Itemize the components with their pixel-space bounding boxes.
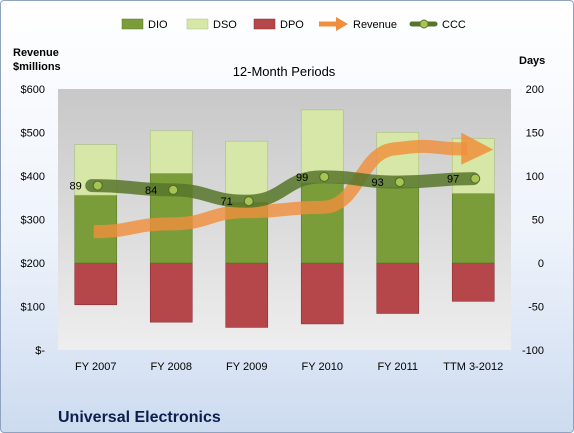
dpo-bar <box>149 262 193 323</box>
legend-swatch-dio <box>121 18 144 30</box>
dio-bar <box>300 182 344 264</box>
legend: DIO DSO DPO Revenue CCC <box>121 17 466 31</box>
x-tick-label: FY 2007 <box>75 361 116 373</box>
right-tick-label: -100 <box>522 345 544 357</box>
ccc-point <box>92 180 103 191</box>
dio-bar <box>376 187 420 264</box>
ccc-point <box>319 171 330 182</box>
legend-label-dio: DIO <box>148 19 168 31</box>
dio-bar <box>451 193 495 264</box>
ccc-data-label: 97 <box>447 174 459 186</box>
chart-subtitle: 12-Month Periods <box>233 64 336 79</box>
dso-bar <box>225 140 269 203</box>
left-tick-label: $- <box>35 345 45 357</box>
ccc-data-label: 89 <box>70 181 82 193</box>
right-axis-title: Days <box>519 55 545 67</box>
left-tick-label: $100 <box>21 302 45 314</box>
ccc-data-label: 84 <box>145 185 157 197</box>
left-tick-label: $500 <box>21 128 45 140</box>
ccc-point <box>168 184 179 195</box>
legend-swatch-dpo <box>253 18 276 30</box>
legend-label-ccc: CCC <box>442 19 466 31</box>
legend-swatch-dso <box>186 18 209 30</box>
dpo-bar <box>300 262 344 325</box>
right-tick-label: 50 <box>532 215 544 227</box>
revenue-line <box>93 139 468 239</box>
right-ticks-group: -100 -50 0 50 100 150 200 <box>522 84 544 357</box>
ccc-point <box>470 173 481 184</box>
data-labels-group: 89 84 71 99 93 97 <box>70 172 460 208</box>
left-tick-label: $300 <box>21 215 45 227</box>
left-axis-title-line1: Revenue <box>13 47 59 59</box>
left-tick-label: $600 <box>21 84 45 96</box>
legend-swatch-ccc <box>409 19 438 29</box>
ccc-data-label: 71 <box>221 196 233 208</box>
right-tick-label: -50 <box>528 302 544 314</box>
dpo-bar <box>225 262 269 328</box>
right-tick-label: 100 <box>526 171 544 183</box>
ccc-group <box>85 170 481 208</box>
left-tick-label: $200 <box>21 258 45 270</box>
left-axis-title-line2: $millions <box>13 61 61 73</box>
ccc-data-label: 99 <box>296 172 308 184</box>
ccc-data-label: 93 <box>372 177 384 189</box>
dpo-bar <box>74 262 118 306</box>
legend-swatch-revenue <box>319 17 348 31</box>
x-tick-label: FY 2011 <box>377 361 418 373</box>
x-tick-label: FY 2009 <box>226 361 267 373</box>
x-ticks-group: FY 2007 FY 2008 FY 2009 FY 2010 FY 2011 TTM 3… <box>75 361 503 373</box>
dpo-bar <box>451 262 495 302</box>
dpo-bar <box>376 262 420 314</box>
left-ticks-group: $- $100 $200 $300 $400 $500 $600 <box>21 84 46 357</box>
legend-label-dso: DSO <box>213 19 237 31</box>
right-tick-label: 0 <box>538 258 544 270</box>
ccc-point <box>394 177 405 188</box>
x-tick-label: FY 2008 <box>151 361 192 373</box>
right-tick-label: 200 <box>526 84 544 96</box>
ccc-point <box>243 196 254 207</box>
revenue-arrowhead <box>461 132 494 165</box>
legend-label-revenue: Revenue <box>353 19 397 31</box>
revenue-group <box>93 132 494 239</box>
x-tick-label: FY 2010 <box>302 361 343 373</box>
left-tick-label: $400 <box>21 171 45 183</box>
plot-area <box>58 89 511 350</box>
company-name: Universal Electronics <box>58 409 221 426</box>
x-tick-label: TTM 3-2012 <box>443 361 503 373</box>
legend-label-dpo: DPO <box>280 19 304 31</box>
dso-bar <box>149 130 193 174</box>
right-tick-label: 150 <box>526 128 544 140</box>
